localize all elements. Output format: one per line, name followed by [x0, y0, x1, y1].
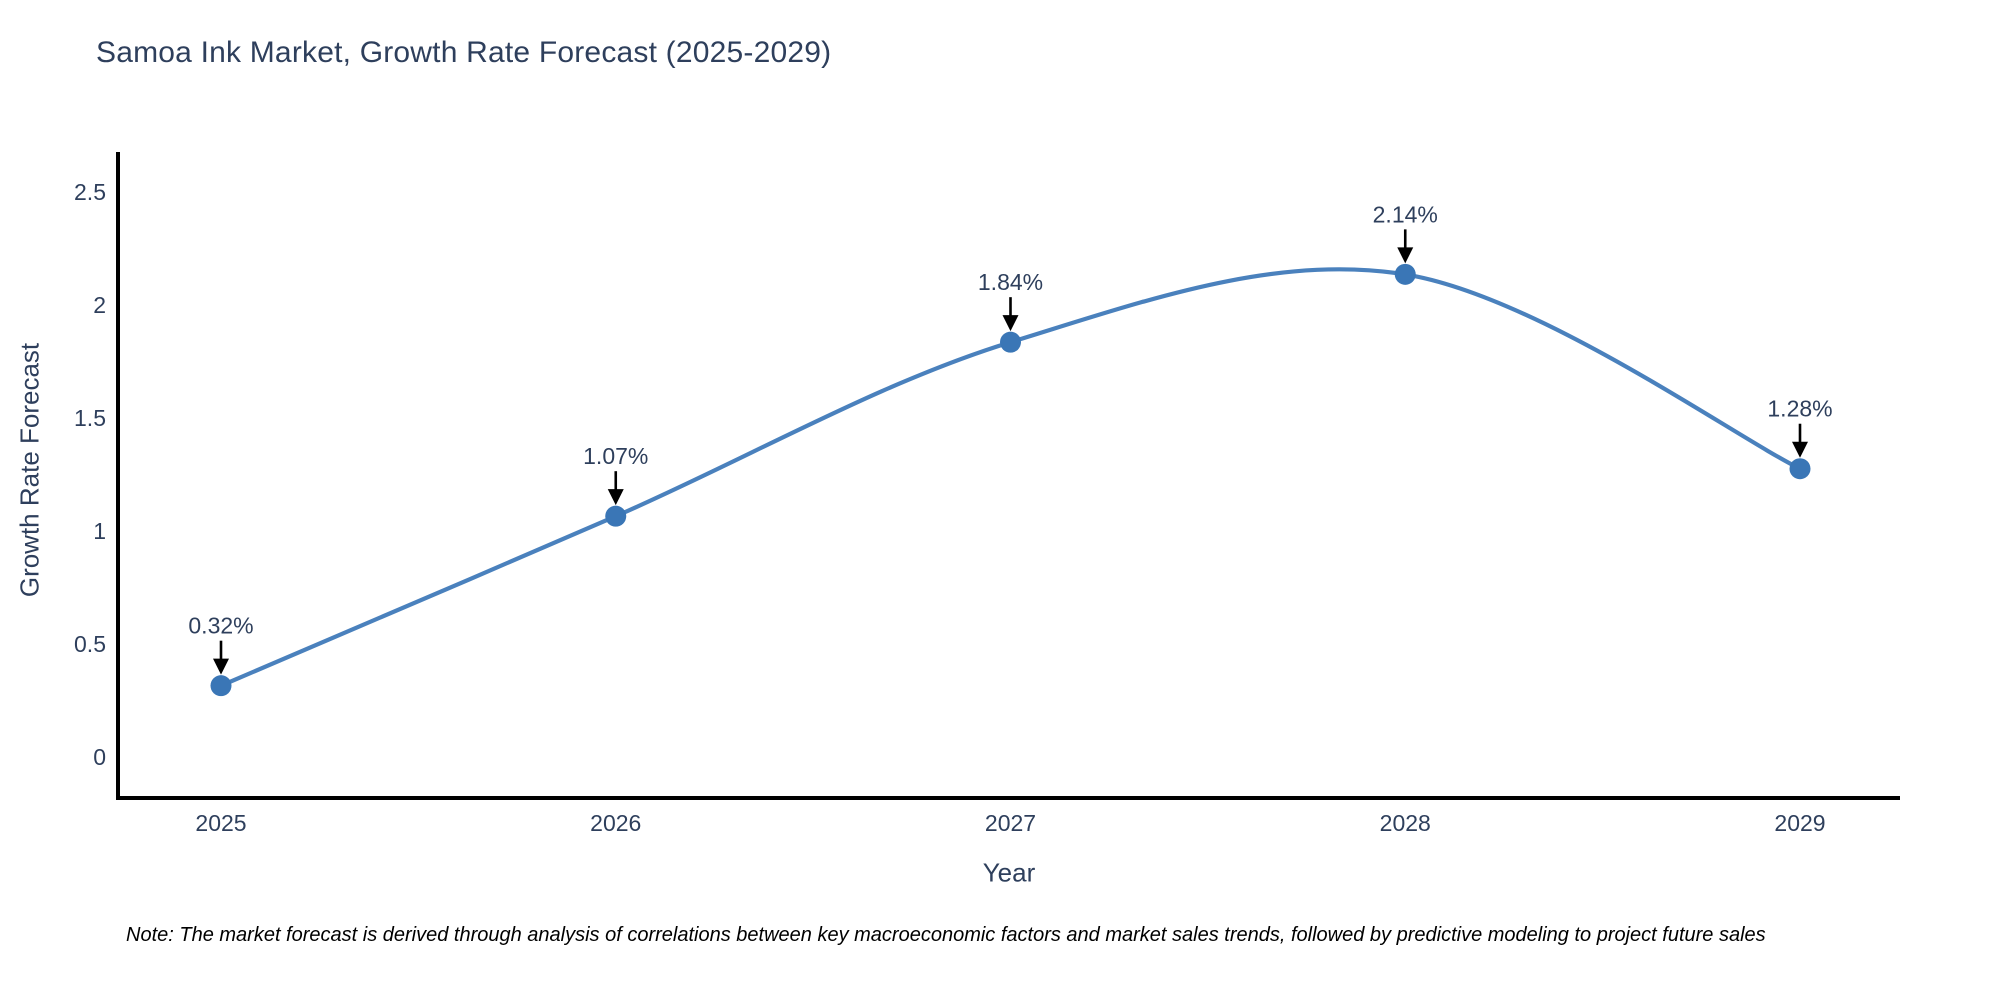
x-axis-title: Year — [982, 857, 1036, 888]
annotation-arrowhead — [1792, 441, 1808, 458]
data-point-marker — [210, 675, 232, 697]
annotation-arrowhead — [1397, 247, 1414, 264]
footnote: Note: The market forecast is derived thr… — [126, 924, 1766, 946]
chart-title: Samoa Ink Market, Growth Rate Forecast (… — [96, 36, 832, 69]
y-tick-label: 2.5 — [74, 179, 106, 205]
data-point-marker — [605, 505, 627, 527]
point-annotation-label: 1.07% — [583, 443, 648, 469]
annotation-arrowhead — [213, 658, 229, 675]
y-tick-label: 1.5 — [74, 405, 106, 431]
point-annotation-label: 0.32% — [188, 613, 253, 639]
x-tick-label: 2025 — [195, 810, 246, 836]
point-annotation-label: 1.84% — [978, 269, 1043, 295]
y-axis-title: Growth Rate Forecast — [14, 342, 45, 598]
annotation-arrowhead — [607, 489, 624, 506]
y-tick-label: 1 — [93, 518, 106, 544]
data-point-marker — [1394, 263, 1416, 285]
x-tick-label: 2027 — [985, 810, 1036, 836]
x-tick-label: 2026 — [590, 810, 641, 836]
y-tick-label: 0 — [93, 744, 106, 770]
data-point-marker — [1000, 331, 1021, 353]
annotation-arrowhead — [1002, 315, 1019, 332]
y-tick-label: 0.5 — [74, 631, 106, 657]
point-annotation-label: 1.28% — [1767, 396, 1832, 422]
y-tick-label: 2 — [93, 292, 106, 318]
x-tick-label: 2029 — [1774, 810, 1825, 836]
x-tick-label: 2028 — [1380, 810, 1431, 836]
point-annotation-label: 2.14% — [1373, 201, 1438, 227]
data-point-marker — [1789, 458, 1811, 480]
